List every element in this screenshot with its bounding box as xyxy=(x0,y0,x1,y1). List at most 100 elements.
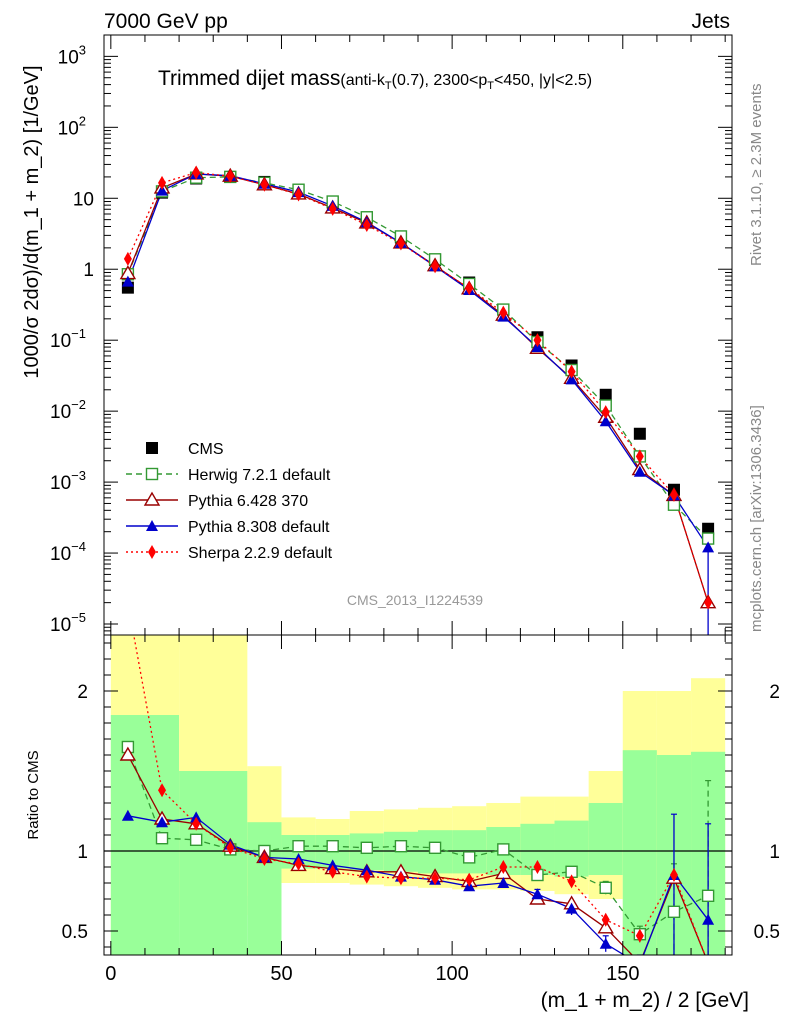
main-title-subtitle-sub-1: T xyxy=(385,80,392,92)
main-sherpa-2-2-9-default-point-4 xyxy=(260,177,269,192)
ratio-herwig-7-2-1-default-point-17 xyxy=(701,889,715,902)
main-sherpa-2-2-9-default-point-8 xyxy=(396,236,405,251)
uncertainty-band-green-0 xyxy=(110,715,180,955)
ratio-pythia-8-308-default-point-0 xyxy=(121,809,134,821)
ratio-sherpa-2-2-9-default-point-0 xyxy=(124,596,132,610)
ratio-pythia-6-428-370-point-0 xyxy=(119,746,137,761)
uncertainty-band-green-1 xyxy=(179,771,248,955)
header-left-label: 7000 GeV pp xyxy=(104,10,228,33)
main-pythia-8-308-default-point-13 xyxy=(565,373,578,385)
ratio-herwig-7-2-1-default-point-5 xyxy=(292,840,305,853)
ratio-y-tick-label-0: 0.5 xyxy=(62,922,88,943)
main-y-tick-base-3: 10 xyxy=(50,402,71,423)
main-y-tick-label-4: 10−1 xyxy=(50,326,86,352)
main-y-tick-exp-8: 3 xyxy=(79,42,86,57)
ratio-x-tick-label-2: 100 xyxy=(435,963,468,985)
main-y-tick-label-0: 10−5 xyxy=(50,610,86,636)
ratio-herwig-7-2-1-default-point-14 xyxy=(599,881,612,894)
main-y-tick-base-2: 10 xyxy=(50,473,71,494)
ratio-sherpa-2-2-9-default-point-8 xyxy=(396,871,405,886)
legend-label-pythia-8-308-default: Pythia 8.308 default xyxy=(188,519,330,536)
ratio-sherpa-2-2-9-default-point-13 xyxy=(567,874,576,889)
ratio-herwig-7-2-1-default-point-10 xyxy=(462,851,476,864)
main-y-tick-exp-0: −5 xyxy=(71,610,86,625)
main-cms-point-14 xyxy=(599,388,612,401)
ratio-sherpa-2-2-9-default-point-3 xyxy=(226,840,235,855)
legend-marker-sherpa-2-2-9-default xyxy=(148,545,156,559)
ratio-sherpa-2-2-9-default-point-11 xyxy=(499,860,508,874)
uncertainty-band-green-13 xyxy=(622,750,657,955)
ratio-x-tick-label-0: 0 xyxy=(105,963,116,985)
uncertainty-band-green-2 xyxy=(247,822,282,955)
ratio-sherpa-2-2-9-default-point-14 xyxy=(601,912,610,927)
main-cms-point-15 xyxy=(633,427,646,440)
main-sherpa-2-2-9-default-point-9 xyxy=(431,259,440,274)
legend-label-herwig-7-2-1-default: Herwig 7.2.1 default xyxy=(188,467,331,484)
ratio-y-tick-label-right-0: 0.5 xyxy=(754,922,780,943)
main-sherpa-2-2-9-default-point-17 xyxy=(704,595,713,610)
main-title-text: Trimmed dijet mass xyxy=(158,67,340,90)
main-y-tick-base-5: 1 xyxy=(83,260,94,281)
legend-label-pythia-6-428-370: Pythia 6.428 370 xyxy=(188,493,308,510)
legend: CMS Herwig 7.2.1 default Pythia 6.428 370 P… xyxy=(126,441,333,562)
ratio-pythia-8-308-default-point-1 xyxy=(156,816,169,828)
main-y-tick-base-1: 10 xyxy=(50,544,71,565)
ratio-herwig-7-2-1-default-point-8 xyxy=(394,840,408,853)
main-cms-point-0 xyxy=(121,281,134,294)
main-title: Trimmed dijet mass(anti-kT(0.7), 2300<pT… xyxy=(158,67,592,92)
main-sherpa-2-2-9-default-point-1 xyxy=(158,175,167,190)
header-right-label: Jets xyxy=(691,10,730,33)
main-sherpa-2-2-9-default-point-10 xyxy=(465,281,474,296)
ratio-sherpa-2-2-9-default-point-15 xyxy=(635,928,644,943)
ratio-herwig-7-2-1-default-point-1 xyxy=(155,832,169,845)
main-title-subtitle-sub-2: T xyxy=(487,80,494,92)
rivet-version-label: Rivet 3.1.10, ≥ 2.3M events xyxy=(748,84,765,267)
main-sherpa-2-2-9-default-point-7 xyxy=(362,218,371,233)
ratio-sherpa-2-2-9-default-point-7 xyxy=(362,869,371,884)
main-pythia-8-308-default-point-15 xyxy=(633,465,646,477)
ratio-axis-ticks: 0 50 100 150 0.5 0.5 1 1 2 2 xyxy=(62,635,780,985)
legend-marker-pythia-8-308-default xyxy=(146,520,158,531)
ratio-pythia-8-308-default-point-11 xyxy=(497,877,510,888)
main-title-subtitle-2: (0.7), 2300<p xyxy=(392,72,488,89)
mcplots-reference-label: mcplots.cern.ch [arXiv:1306.3436] xyxy=(748,405,765,632)
ratio-pythia-6-428-370-point-17 xyxy=(707,954,709,955)
ratio-pythia-8-308-default-point-12 xyxy=(531,888,544,900)
uncertainty-band-green-12 xyxy=(588,803,623,875)
ratio-sherpa-2-2-9-default-point-2 xyxy=(192,816,201,831)
legend-marker-pythia-6-428-370 xyxy=(143,491,161,506)
ratio-x-tick-label-1: 50 xyxy=(270,963,292,985)
main-y-tick-exp-2: −3 xyxy=(71,468,86,483)
main-y-tick-label-8: 103 xyxy=(58,42,86,68)
main-title-subtitle-3: <450, |y|<2.5) xyxy=(494,72,592,89)
main-pythia-8-308-default-point-14 xyxy=(599,415,612,427)
legend-marker-herwig-7-2-1-default xyxy=(145,467,159,481)
ratio-sherpa-2-2-9-default-line xyxy=(133,635,706,955)
main-y-tick-exp-4: −1 xyxy=(71,326,86,341)
main-sherpa-2-2-9-default-point-12 xyxy=(533,333,542,348)
ratio-y-tick-label-right-2: 2 xyxy=(769,682,780,703)
ratio-herwig-7-2-1-default-point-6 xyxy=(326,840,339,853)
ratio-sherpa-2-2-9-default-point-6 xyxy=(328,864,337,879)
ratio-y-axis-label: Ratio to CMS xyxy=(25,750,42,839)
ratio-y-tick-label-1: 1 xyxy=(77,842,88,863)
main-y-tick-label-7: 102 xyxy=(58,113,86,139)
ratio-sherpa-2-2-9-default-point-4 xyxy=(260,852,269,866)
legend-label-cms: CMS xyxy=(188,441,224,458)
ratio-sherpa-2-2-9-default-point-10 xyxy=(465,872,474,887)
main-sherpa-2-2-9-default-point-6 xyxy=(328,201,337,216)
ratio-pythia-8-308-default-point-17 xyxy=(702,913,715,925)
x-axis-label: (m_1 + m_2) / 2 [GeV] xyxy=(541,989,749,1012)
main-sherpa-2-2-9-default-point-14 xyxy=(601,405,610,420)
main-y-tick-base-0: 10 xyxy=(50,615,71,636)
ratio-y-tick-label-right-1: 1 xyxy=(769,842,780,863)
main-y-tick-label-5: 1 xyxy=(83,260,94,281)
main-sherpa-2-2-9-default-line xyxy=(127,171,709,603)
ratio-sherpa-2-2-9-default-point-12 xyxy=(533,860,542,874)
main-y-tick-exp-7: 2 xyxy=(79,113,86,128)
main-y-tick-base-8: 10 xyxy=(58,47,79,68)
main-y-tick-label-2: 10−3 xyxy=(50,468,86,494)
ratio-sherpa-2-2-9-default-point-9 xyxy=(431,871,440,886)
main-series-markers xyxy=(119,165,717,610)
main-y-axis-label: 1000/σ 2dσ)/d(m_1 + m_2) [1/GeV] xyxy=(21,65,43,378)
